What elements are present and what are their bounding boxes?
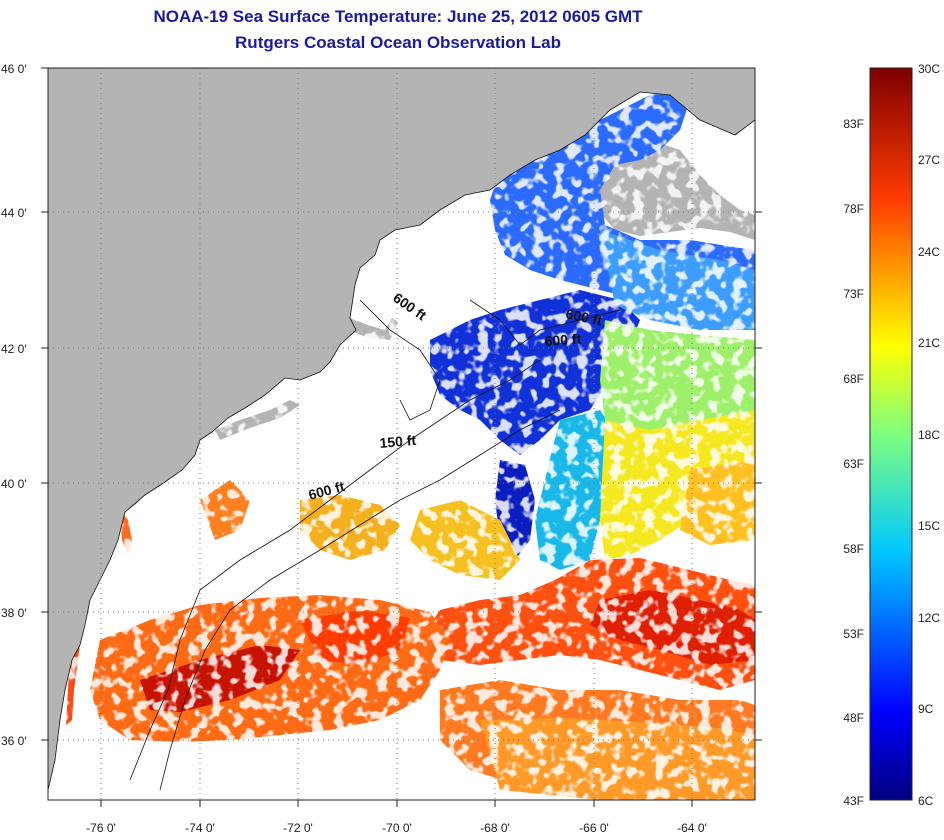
map-area <box>48 68 755 800</box>
fahrenheit-label: 68F <box>843 372 864 386</box>
lon-label: -66 0' <box>579 821 609 835</box>
lon-label: -76 0' <box>86 821 116 835</box>
lat-labels: 46 0' 44 0' 42 0' 40 0' 38 0' 36 0' <box>1 62 27 748</box>
celsius-label: 18C <box>918 428 940 442</box>
chart-title: NOAA-19 Sea Surface Temperature: June 25… <box>153 7 643 26</box>
fahrenheit-label: 48F <box>843 711 864 725</box>
celsius-label: 21C <box>918 336 940 350</box>
map-ticks <box>41 67 762 807</box>
lon-label: -70 0' <box>382 821 412 835</box>
fahrenheit-label: 78F <box>843 202 864 216</box>
fahrenheit-label: 58F <box>843 542 864 556</box>
lat-label: 36 0' <box>1 734 27 748</box>
lon-labels: -76 0' -74 0' -72 0' -70 0' -68 0' -66 0… <box>86 821 707 835</box>
colorbar-celsius-labels: 30C 27C 24C 21C 18C 15C 12C 9C 6C <box>918 62 940 808</box>
celsius-label: 24C <box>918 245 940 259</box>
lon-label: -64 0' <box>677 821 707 835</box>
lon-label: -74 0' <box>185 821 215 835</box>
celsius-label: 15C <box>918 519 940 533</box>
contour-label: 600 ft <box>564 305 603 328</box>
map-frame <box>47 67 756 801</box>
celsius-label: 27C <box>918 153 940 167</box>
contour-label: 150 ft <box>379 432 417 451</box>
celsius-label: 30C <box>918 62 940 76</box>
lon-label: -72 0' <box>283 821 313 835</box>
fahrenheit-label: 63F <box>843 457 864 471</box>
fahrenheit-label: 53F <box>843 627 864 641</box>
coastline <box>48 91 755 791</box>
colorbar-fahrenheit-labels: 83F 78F 73F 68F 63F 58F 53F 48F 43F <box>843 117 864 808</box>
lon-label: -68 0' <box>480 821 510 835</box>
contour-label: 600 ft <box>544 330 582 349</box>
lat-label: 42 0' <box>1 342 27 356</box>
fahrenheit-label: 43F <box>843 794 864 808</box>
celsius-label: 6C <box>918 794 934 808</box>
colorbar: 30C 27C 24C 21C 18C 15C 12C 9C 6C 83F 78… <box>843 62 940 808</box>
fahrenheit-label: 83F <box>843 117 864 131</box>
celsius-label: 9C <box>918 702 934 716</box>
lat-label: 38 0' <box>1 606 27 620</box>
bathymetry-contours <box>129 299 621 791</box>
celsius-label: 12C <box>918 611 940 625</box>
lat-label: 40 0' <box>1 477 27 491</box>
lat-label: 44 0' <box>1 206 27 220</box>
chart-subtitle: Rutgers Coastal Ocean Observation Lab <box>235 33 561 52</box>
colorbar-gradient <box>869 67 913 801</box>
lat-label: 46 0' <box>1 62 27 76</box>
fahrenheit-label: 73F <box>843 287 864 301</box>
graticule <box>48 68 755 800</box>
